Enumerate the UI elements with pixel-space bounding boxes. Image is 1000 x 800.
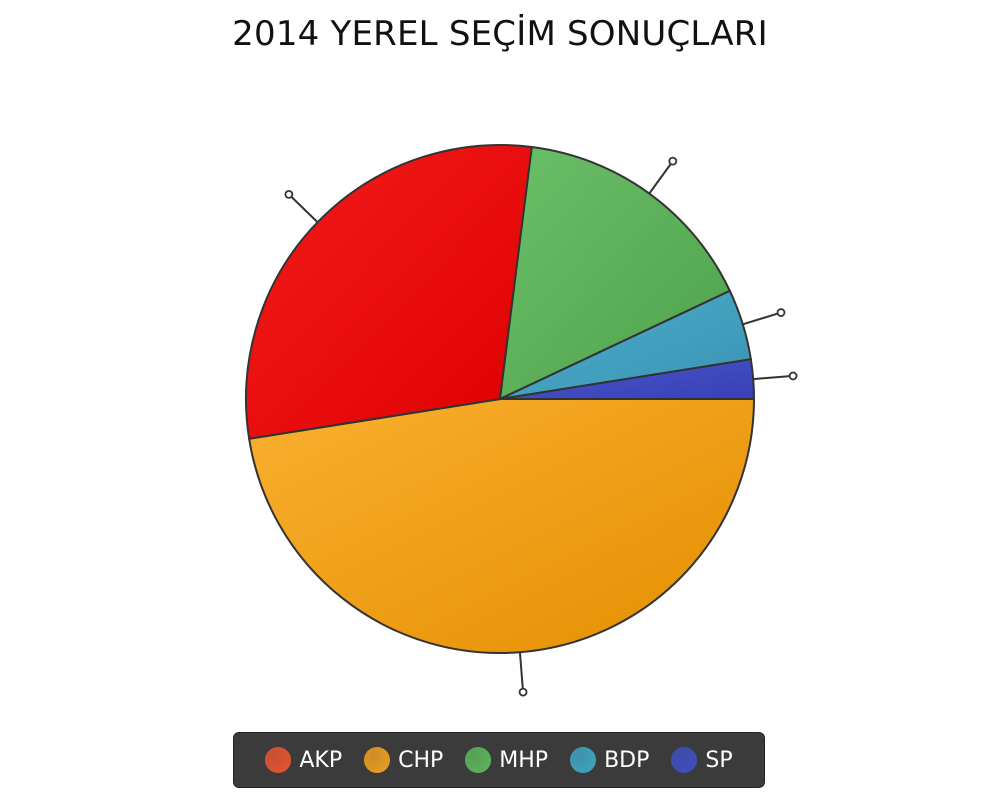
legend-label-mhp: MHP <box>499 747 549 773</box>
leader-marker-chp <box>518 687 528 697</box>
legend-label-bdp: BDP <box>604 747 650 773</box>
legend-item-bdp[interactable]: BDP <box>570 747 649 773</box>
leader-marker-akp <box>284 190 294 199</box>
pie-slice-mhp[interactable] <box>498 145 732 401</box>
legend-item-mhp[interactable]: MHP <box>465 747 548 773</box>
legend-swatch-bdp <box>570 747 597 773</box>
leader-marker-sp <box>788 371 798 381</box>
legend-label-akp: AKP <box>299 747 343 773</box>
leader-line-bdp <box>742 311 782 326</box>
legend-swatch-mhp <box>465 747 492 773</box>
leader-line-mhp <box>648 160 674 195</box>
pie-slice-akp[interactable] <box>245 144 533 440</box>
leader-line-chp <box>518 652 525 693</box>
legend-item-chp[interactable]: CHP <box>364 747 443 773</box>
legend: AKP CHP MHP BDP SP <box>233 732 765 788</box>
leader-line-akp <box>288 193 319 223</box>
legend-item-akp[interactable]: AKP <box>265 747 342 773</box>
legend-label-sp: SP <box>705 747 733 773</box>
legend-label-chp: CHP <box>398 747 444 773</box>
leader-marker-mhp <box>668 156 678 166</box>
legend-item-sp[interactable]: SP <box>671 747 733 773</box>
chart-title: 2014 YEREL SEÇİM SONUÇLARI <box>232 14 768 54</box>
legend-swatch-chp <box>364 747 391 773</box>
legend-swatch-akp <box>265 747 292 773</box>
leader-line-sp <box>753 374 794 381</box>
pie-slice-chp[interactable] <box>247 398 756 654</box>
pie-chart <box>245 144 798 697</box>
leader-marker-bdp <box>776 308 786 317</box>
legend-swatch-sp <box>671 747 698 773</box>
